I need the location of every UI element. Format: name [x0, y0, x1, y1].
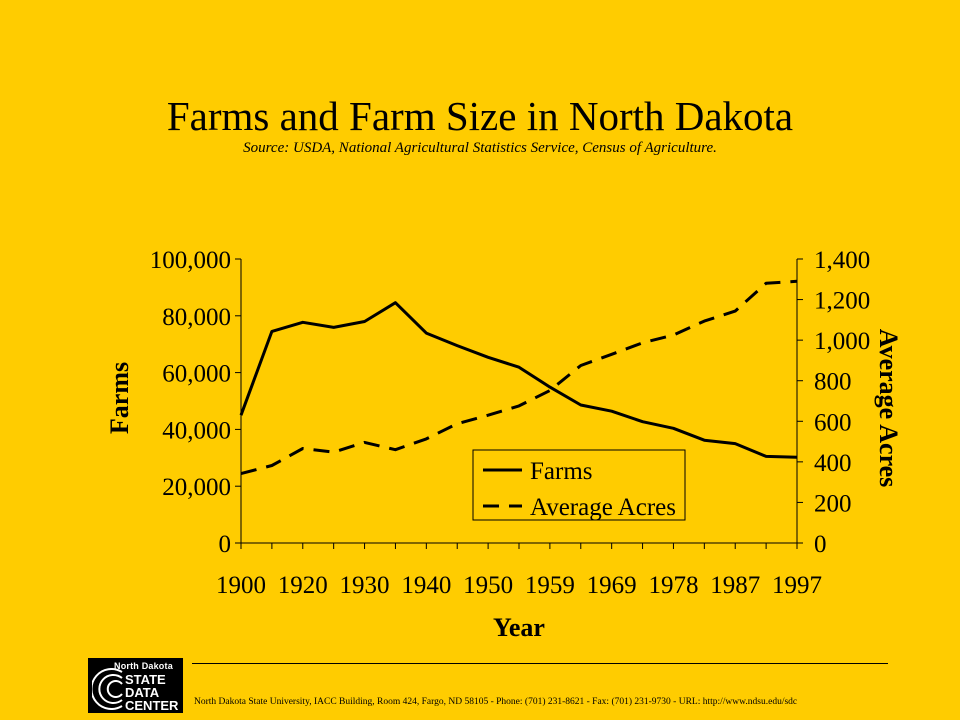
y-right-tick-label: 1,000	[814, 328, 870, 355]
logo-line-center: CENTER	[125, 698, 179, 713]
y-right-tick-label: 600	[814, 409, 852, 436]
x-tick-label: 1969	[587, 572, 637, 599]
legend-box	[472, 449, 686, 521]
x-tick-label: 1987	[710, 572, 760, 599]
footer-contact: North Dakota State University, IACC Buil…	[194, 697, 798, 707]
x-axis-title: Year	[493, 613, 545, 642]
y-left-tick-label: 0	[219, 531, 232, 558]
y-left-tick-label: 40,000	[162, 417, 231, 444]
series-line-average-acres	[240, 279, 798, 476]
x-tick-label: 1950	[463, 572, 513, 599]
y-right-tick-label: 800	[814, 369, 852, 396]
x-tick-label: 1930	[340, 572, 390, 599]
chart-title: Farms and Farm Size in North Dakota	[166, 93, 794, 139]
x-tick-label: 1978	[648, 572, 698, 599]
legend-label: Farms	[530, 458, 593, 485]
x-tick-label: 1940	[401, 572, 451, 599]
logo-top-text: North Dakota	[114, 661, 173, 671]
y-left-tick-label: 100,000	[150, 247, 231, 274]
x-tick-label: 1920	[278, 572, 328, 599]
y-right-tick-label: 400	[814, 450, 852, 477]
swirl-logo-icon	[92, 668, 123, 710]
y-right-axis-title: Average Acres	[874, 329, 903, 488]
y-left-tick-label: 20,000	[162, 474, 231, 501]
logo-line-state: STATE	[125, 672, 166, 687]
chart-subtitle: Source: USDA, National Agricultural Stat…	[243, 140, 717, 156]
footer-divider	[192, 663, 888, 664]
state-data-center-logo: North Dakota STATE DATA CENTER	[88, 658, 183, 713]
x-tick-label: 1900	[216, 572, 266, 599]
y-left-tick-label: 80,000	[162, 304, 231, 331]
y-left-axis-title: Farms	[105, 362, 134, 434]
y-left-tick-label: 60,000	[162, 361, 231, 388]
y-right-tick-label: 1,400	[814, 247, 870, 274]
series-line-farms	[239, 301, 798, 459]
y-right-tick-label: 0	[814, 531, 827, 558]
x-tick-label: 1997	[772, 572, 822, 599]
y-right-tick-label: 200	[814, 490, 852, 517]
y-right-tick-label: 1,200	[814, 288, 870, 315]
x-tick-label: 1959	[525, 572, 575, 599]
legend-label: Average Acres	[530, 494, 676, 521]
logo-line-data: DATA	[125, 685, 160, 700]
